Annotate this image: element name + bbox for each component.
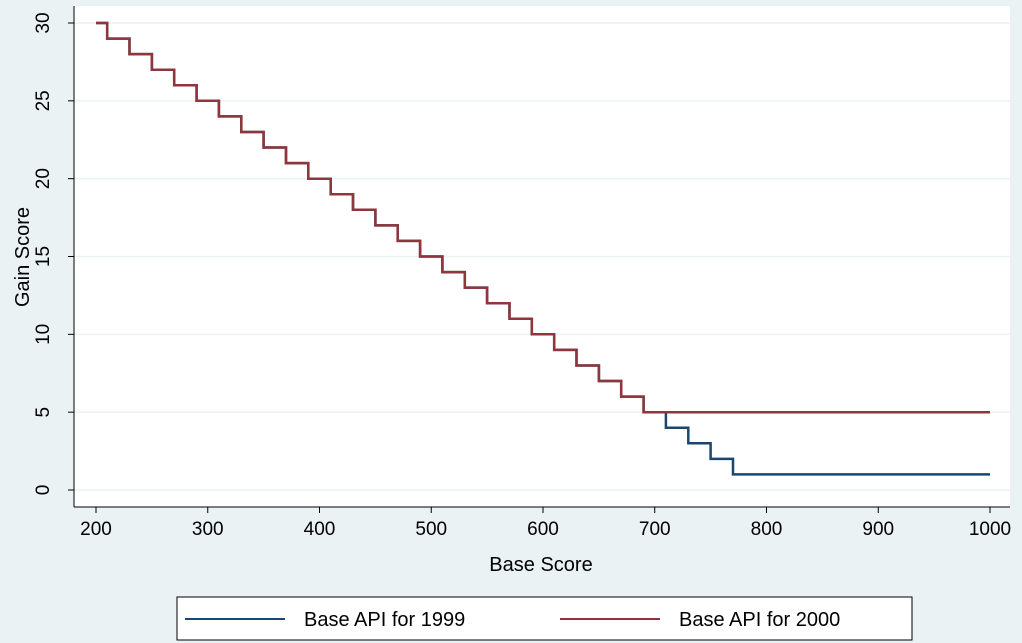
x-tick-label: 300 <box>192 519 224 540</box>
x-tick-label: 200 <box>80 519 112 540</box>
x-tick-label: 700 <box>639 519 671 540</box>
y-tick-label: 0 <box>33 485 54 496</box>
x-tick-label: 400 <box>304 519 336 540</box>
x-tick-label: 900 <box>862 519 894 540</box>
x-tick-label: 600 <box>527 519 559 540</box>
legend-label-1: Base API for 1999 <box>304 609 465 631</box>
x-tick-label: 800 <box>751 519 783 540</box>
y-axis-title: Gain Score <box>12 207 34 307</box>
x-axis-title: Base Score <box>489 554 592 576</box>
series-line-2 <box>96 21 990 414</box>
y-tick-label: 20 <box>33 168 54 189</box>
y-tick-label: 15 <box>33 246 54 267</box>
legend-box <box>176 596 913 641</box>
x-tick-label: 1000 <box>969 519 1011 540</box>
legend: Base API for 1999 Base API for 2000 <box>176 596 913 641</box>
legend-label-2: Base API for 2000 <box>679 609 840 631</box>
axes: 0 5 10 15 20 25 30 200 300 400 500 600 700 800 900 1000 <box>33 6 1011 540</box>
series-layer <box>96 21 990 476</box>
y-tick-label: 30 <box>33 12 54 33</box>
y-tick-label: 10 <box>33 324 54 345</box>
y-tick-label: 5 <box>33 407 54 418</box>
y-tick-label: 25 <box>33 90 54 111</box>
x-tick-label: 500 <box>415 519 447 540</box>
